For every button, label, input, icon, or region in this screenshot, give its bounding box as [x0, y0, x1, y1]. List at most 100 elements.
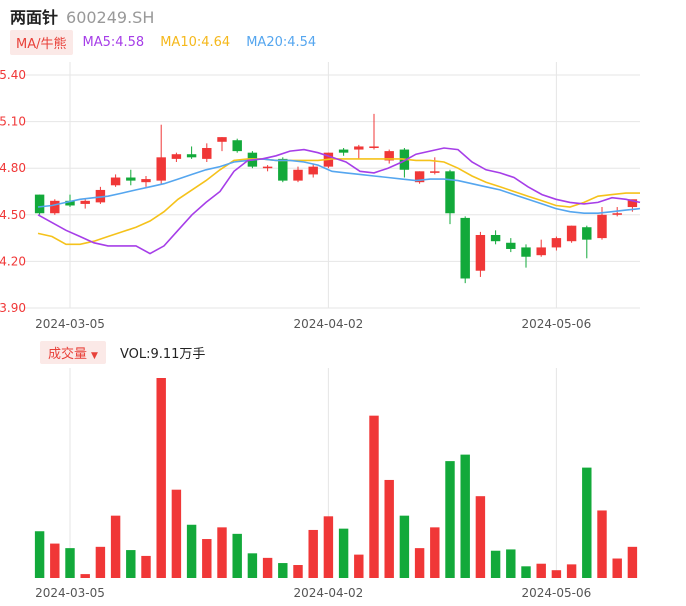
volume-bar — [65, 548, 75, 578]
volume-bar — [384, 479, 394, 578]
volume-bar — [156, 378, 166, 578]
volume-bar — [247, 553, 258, 578]
candle-body — [475, 234, 486, 271]
volume-date-label: 2024-04-02 — [294, 586, 364, 600]
volume-bar — [323, 516, 334, 578]
candle-body — [612, 213, 622, 215]
candle-body — [536, 247, 546, 256]
volume-bar — [536, 563, 546, 578]
price-date-label: 2024-05-06 — [522, 317, 592, 331]
volume-date-label: 2024-03-05 — [35, 586, 105, 600]
ma10-label: MA10:4.64 — [160, 34, 231, 50]
candle-body — [262, 166, 273, 169]
candle-body — [217, 137, 227, 142]
volume-bar — [34, 531, 45, 578]
price-tick-label: 4.50 — [0, 208, 26, 222]
candle-body — [430, 171, 440, 173]
volume-value: VOL:9.11万手 — [119, 346, 206, 362]
candle-body — [202, 148, 212, 159]
volume-bar — [126, 550, 136, 578]
volume-tab-label: 成交量 — [48, 346, 88, 362]
candle-body — [490, 234, 501, 242]
volume-bar — [612, 558, 622, 578]
price-date-label: 2024-04-02 — [294, 317, 364, 331]
volume-bar — [430, 527, 440, 578]
volume-indicator-tab[interactable]: 成交量 ▼ — [40, 340, 106, 364]
candle-body — [50, 200, 60, 214]
price-tick-label: 4.80 — [0, 161, 26, 175]
volume-bar — [262, 557, 273, 578]
candle-body — [34, 194, 45, 214]
ma20-label: MA20:4.54 — [246, 34, 317, 50]
volume-bar — [110, 515, 121, 578]
candle-body — [95, 189, 106, 203]
candle-body — [65, 200, 75, 206]
candle-body — [551, 238, 562, 248]
candle-body — [582, 227, 592, 240]
stock-name: 两面针 — [10, 8, 59, 27]
candle-body — [338, 149, 349, 153]
candle-body — [566, 225, 577, 242]
volume-bar — [566, 564, 577, 578]
volume-bar — [202, 539, 212, 578]
volume-bar — [50, 543, 60, 578]
candle-body — [384, 151, 394, 161]
dropdown-arrow-icon: ▼ — [91, 350, 98, 361]
candle-body — [414, 171, 425, 183]
volume-bar — [171, 489, 182, 578]
volume-bar — [521, 566, 531, 578]
candle-body — [141, 179, 151, 183]
candle-body — [354, 146, 364, 150]
volume-legend: 成交量 ▼ VOL:9.11万手 — [40, 340, 206, 364]
volume-bar — [80, 574, 90, 578]
volume-bar — [308, 529, 318, 578]
candle-body — [293, 169, 303, 181]
price-tick-label: 3.90 — [0, 301, 26, 315]
candle-body — [445, 171, 455, 214]
volume-bar — [582, 467, 592, 578]
volume-bar — [278, 563, 288, 578]
volume-date-label: 2024-05-06 — [522, 586, 592, 600]
candle-body — [110, 177, 121, 186]
candle-body — [278, 158, 288, 181]
volume-bar — [338, 528, 349, 578]
candle-body — [80, 200, 90, 204]
volume-bar — [293, 565, 303, 578]
candle-body — [308, 166, 318, 175]
candle-body — [506, 242, 516, 249]
candle-body — [232, 140, 242, 152]
volume-bar — [490, 550, 501, 578]
volume-bar — [475, 496, 486, 578]
volume-bar — [551, 570, 562, 578]
volume-bar — [369, 415, 379, 578]
volume-bar — [95, 546, 106, 578]
candle-body — [171, 154, 182, 159]
volume-bar — [597, 510, 607, 578]
volume-bar — [414, 548, 425, 578]
ma5-line — [37, 147, 641, 255]
volume-bar — [186, 524, 197, 578]
ma20-line — [37, 158, 641, 214]
price-date-label: 2024-03-05 — [35, 317, 105, 331]
price-tick-label: 4.20 — [0, 254, 26, 268]
candle-body — [597, 214, 607, 239]
ma-indicator-tab[interactable]: MA/牛熊 — [10, 29, 73, 55]
stock-title: 两面针 600249.SH — [10, 4, 154, 30]
volume-bar — [141, 555, 151, 578]
candle-body — [460, 217, 470, 279]
candle-body — [627, 199, 638, 208]
candle-body — [186, 154, 197, 158]
volume-bar — [399, 515, 410, 578]
volume-bar — [460, 454, 470, 578]
candle-body — [521, 247, 531, 257]
volume-bar — [232, 533, 242, 578]
volume-bar — [445, 461, 455, 578]
candle-body — [156, 157, 166, 181]
ma5-label: MA5:4.58 — [82, 34, 145, 50]
price-tick-label: 5.10 — [0, 115, 26, 129]
candle-body — [126, 177, 136, 181]
volume-bar — [217, 527, 227, 578]
volume-bar — [506, 549, 516, 578]
volume-bar — [627, 546, 638, 578]
